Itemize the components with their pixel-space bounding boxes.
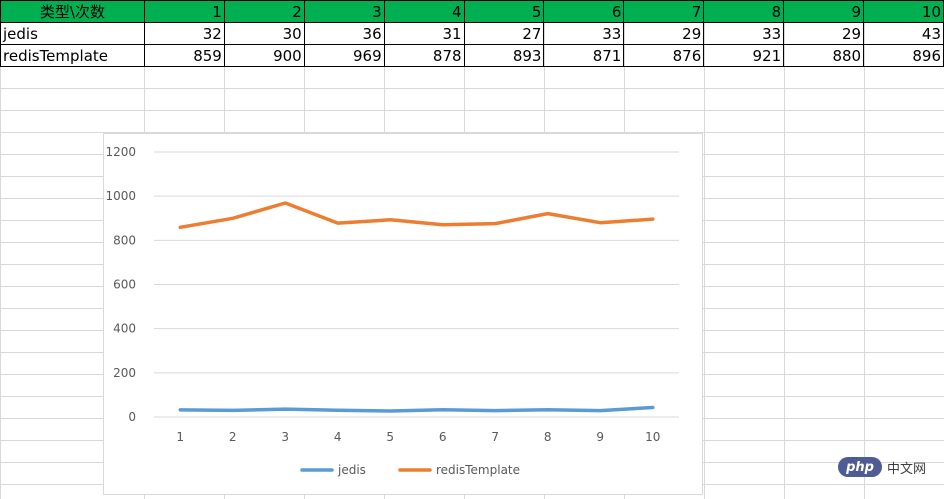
x-tick-label: 3 [281, 430, 289, 444]
y-tick-label: 1000 [105, 189, 136, 203]
data-table: 类型\次数 1 2 3 4 5 6 7 8 9 10 jedis 32 30 3… [0, 0, 944, 67]
x-tick-label: 4 [334, 430, 342, 444]
header-cell[interactable]: 3 [303, 0, 385, 23]
y-tick-label: 400 [113, 322, 136, 336]
data-cell[interactable]: 969 [303, 44, 385, 67]
data-cell[interactable]: 859 [143, 44, 225, 67]
header-cell[interactable]: 2 [223, 0, 305, 23]
row-label-cell[interactable]: jedis [0, 22, 145, 45]
row-label-cell[interactable]: redisTemplate [0, 44, 145, 67]
x-tick-label: 9 [596, 430, 604, 444]
data-cell[interactable]: 876 [623, 44, 705, 67]
data-cell[interactable]: 880 [783, 44, 865, 67]
series-line-redisTemplate [178, 201, 655, 230]
x-tick-label: 8 [544, 430, 552, 444]
table-row: jedis 32 30 36 31 27 33 29 33 29 43 [0, 22, 944, 45]
watermark: php 中文网 [838, 456, 942, 478]
x-tick-label: 5 [386, 430, 394, 444]
header-cell[interactable]: 4 [383, 0, 465, 23]
header-cell[interactable]: 10 [863, 0, 944, 23]
x-tick-label: 2 [229, 430, 237, 444]
legend-label-redisTemplate: redisTemplate [436, 463, 520, 477]
php-logo: php [838, 457, 882, 477]
line-chart[interactable]: 0 200 400 600 800 1000 1200 1 2 3 4 5 6 7 8 9 10 jedis red… [103, 133, 703, 495]
data-cell[interactable]: 900 [223, 44, 305, 67]
y-tick-label: 1200 [105, 145, 136, 159]
y-tick-label: 200 [113, 366, 136, 380]
header-cell[interactable]: 1 [143, 0, 225, 23]
header-cell[interactable]: 6 [543, 0, 625, 23]
x-tick-label: 7 [491, 430, 499, 444]
data-cell[interactable]: 878 [383, 44, 465, 67]
header-cell[interactable]: 7 [623, 0, 705, 23]
x-tick-label: 10 [645, 430, 660, 444]
y-tick-label: 600 [113, 278, 136, 292]
data-cell[interactable]: 36 [303, 22, 385, 45]
data-cell[interactable]: 29 [783, 22, 865, 45]
table-header-row: 类型\次数 1 2 3 4 5 6 7 8 9 10 [0, 0, 944, 23]
data-cell[interactable]: 27 [463, 22, 545, 45]
header-cell[interactable]: 8 [703, 0, 785, 23]
header-label-cell[interactable]: 类型\次数 [0, 0, 145, 23]
chart-canvas: 0 200 400 600 800 1000 1200 1 2 3 4 5 6 7 8 9 10 jedis red… [105, 145, 679, 477]
data-cell[interactable]: 43 [863, 22, 944, 45]
data-cell[interactable]: 29 [623, 22, 705, 45]
data-cell[interactable]: 921 [703, 44, 785, 67]
x-tick-label: 6 [439, 430, 447, 444]
series-line-jedis [178, 405, 655, 413]
data-cell[interactable]: 871 [543, 44, 625, 67]
data-cell[interactable]: 31 [383, 22, 465, 45]
y-tick-label: 800 [113, 233, 136, 247]
y-tick-label: 0 [128, 410, 136, 424]
header-cell[interactable]: 5 [463, 0, 545, 23]
data-cell[interactable]: 893 [463, 44, 545, 67]
data-cell[interactable]: 33 [543, 22, 625, 45]
data-cell[interactable]: 30 [223, 22, 305, 45]
table-row: redisTemplate 859 900 969 878 893 871 87… [0, 44, 944, 67]
data-cell[interactable]: 32 [143, 22, 225, 45]
data-cell[interactable]: 33 [703, 22, 785, 45]
header-cell[interactable]: 9 [783, 0, 865, 23]
watermark-text: 中文网 [887, 461, 927, 477]
x-tick-label: 1 [176, 430, 184, 444]
legend-label-jedis: jedis [337, 463, 366, 477]
data-cell[interactable]: 896 [863, 44, 944, 67]
